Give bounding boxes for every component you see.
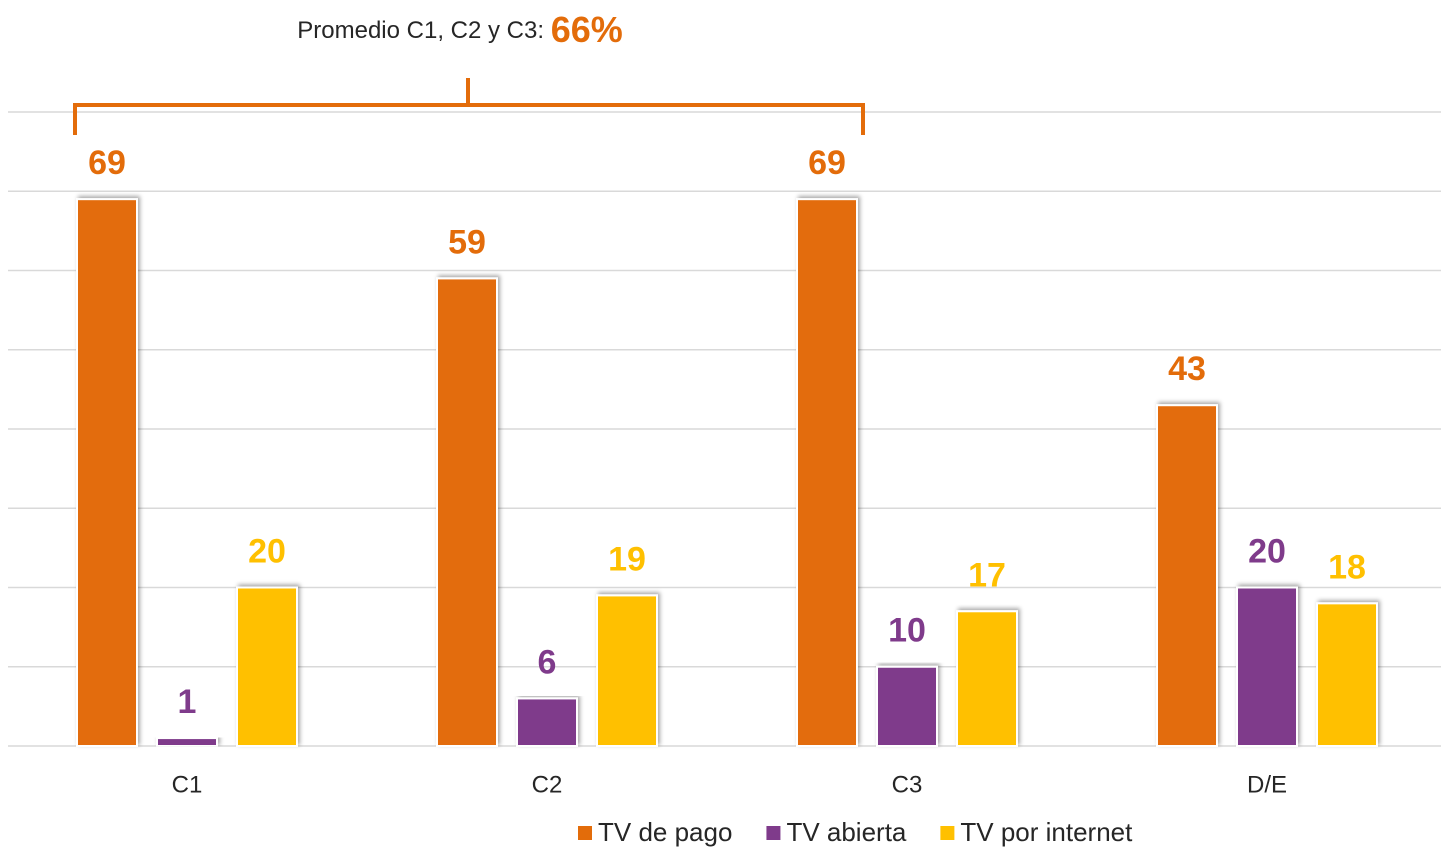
- bar: [796, 198, 858, 748]
- annotation-text: Promedio C1, C2 y C3:: [297, 17, 544, 44]
- data-label: 10: [888, 612, 926, 650]
- annotation-value: 66%: [551, 9, 623, 50]
- x-tick-label: C1: [172, 771, 203, 798]
- data-label: 6: [538, 643, 557, 681]
- data-label: 59: [448, 223, 486, 261]
- bar: [1236, 586, 1298, 747]
- legend: TV de pago TV abierta TV por internet: [578, 817, 1133, 847]
- data-label: 1: [178, 683, 197, 721]
- data-label: 43: [1168, 350, 1206, 388]
- legend-label: TV por internet: [960, 817, 1133, 847]
- legend-swatch: [766, 826, 781, 840]
- data-label: 20: [248, 532, 286, 570]
- x-tick-label: C3: [892, 771, 923, 798]
- data-label: 17: [968, 556, 1006, 594]
- grid: [8, 111, 1441, 747]
- data-label: 19: [608, 540, 646, 578]
- bar: [436, 277, 498, 747]
- bar: [876, 665, 938, 747]
- annotation: Promedio C1, C2 y C3: 66%: [297, 9, 623, 50]
- data-label: 69: [88, 144, 126, 182]
- bar: [516, 697, 578, 748]
- bar: [76, 198, 138, 748]
- bar: [1316, 602, 1378, 747]
- data-label: 20: [1248, 532, 1286, 570]
- legend-label: TV abierta: [786, 817, 906, 847]
- bar: [596, 594, 658, 747]
- legend-swatch: [940, 826, 955, 840]
- bar: [236, 586, 298, 747]
- x-tick-label: C2: [532, 771, 563, 798]
- bar: [1156, 404, 1218, 747]
- bar: [156, 737, 218, 748]
- data-label: 69: [808, 144, 846, 182]
- bracket: [73, 78, 865, 135]
- data-label: 18: [1328, 548, 1366, 586]
- x-tick-label: D/E: [1247, 771, 1287, 798]
- legend-swatch: [578, 826, 592, 840]
- bar: [956, 610, 1018, 748]
- legend-label: TV de pago: [598, 817, 732, 847]
